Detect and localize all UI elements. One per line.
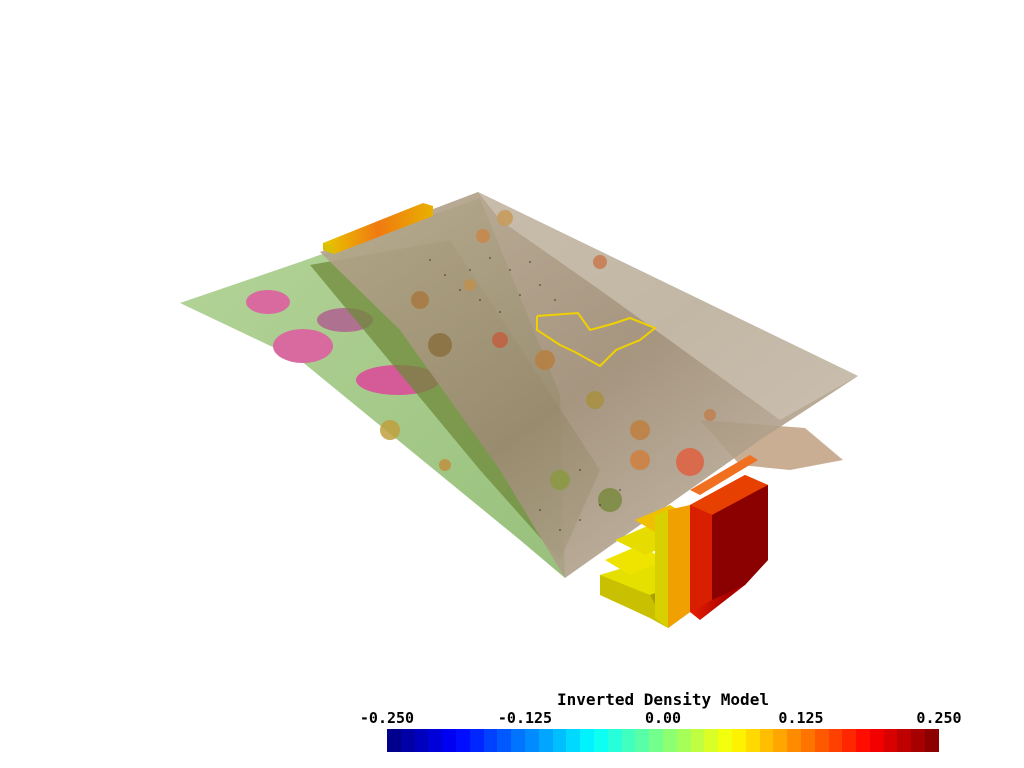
colorbar-tick-label: -0.125 [497,709,553,727]
colorbar-segment [387,729,401,752]
colorbar-tick-label: 0.125 [778,709,824,727]
map-patches [380,210,716,512]
survey-outline [536,311,657,368]
colorbar-segment [718,729,732,752]
colorbar-title: Inverted Density Model [557,690,769,709]
colorbar-segment [524,729,539,752]
colorbar-tick-label: 0.00 [644,709,682,727]
colorbar-segment [925,729,939,752]
colorbar-segment [428,729,443,752]
model-slab-top [323,203,433,254]
colorbar-segment [635,729,650,752]
colorbar-segment [814,729,829,752]
colorbar-segment [649,729,663,752]
colorbar-segment [400,729,415,752]
colorbar-segment [607,729,622,752]
colorbar-segment [745,729,760,752]
colorbar-segment [662,729,677,752]
topography-upper-light [478,192,858,420]
colorbar-segment [538,729,553,752]
colorbar-segment [580,729,594,752]
colorbar-segment [787,729,801,752]
colorbar-segment [511,729,525,752]
colorbar-segment [593,729,608,752]
colorbar-segment [442,729,456,752]
colorbar [387,729,939,752]
colorbar-segment [566,729,581,752]
colorbar-segment [828,729,843,752]
colorbar-segment [897,729,912,752]
colorbar-segment [773,729,788,752]
pink-unit-3 [246,290,290,314]
colorbar-segment [731,729,746,752]
colorbar-segment [856,729,870,752]
colorbar-segment [483,729,498,752]
colorbar-segment [552,729,567,752]
topography-surface[interactable] [320,192,858,578]
sample-points [429,257,621,531]
colorbar-segment [883,729,898,752]
colorbar-tick-label: 0.250 [916,709,962,727]
colorbar-segment [455,729,470,752]
colorbar-segment [911,729,926,752]
colorbar-segment [759,729,774,752]
colorbar-segment [704,729,719,752]
colorbar-tick-label: -0.250 [359,709,415,727]
pink-unit-2 [273,329,333,363]
colorbar-segment [842,729,857,752]
colorbar-segment [690,729,705,752]
colorbar-segment [800,729,815,752]
colorbar-segment [497,729,512,752]
colorbar-segment [621,729,636,752]
colorbar-segment [869,729,884,752]
colorbar-segment [469,729,484,752]
colorbar-segment [414,729,429,752]
model-block-front [600,455,768,628]
colorbar-segment [676,729,691,752]
